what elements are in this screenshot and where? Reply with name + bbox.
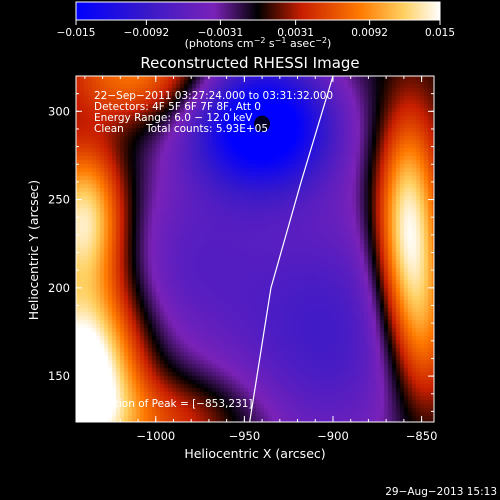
- plot-image-clip: [76, 76, 434, 422]
- colorbar-unit-label: (photons cm−2 s−1 asec−2): [185, 36, 332, 50]
- colorbar-tick-label: 0.0092: [351, 27, 388, 39]
- colorbar-label-part: −2: [254, 36, 266, 45]
- colorbar-ticks: −0.015 −0.0092 −0.0031 0.0031 0.0092 0.015: [57, 20, 455, 39]
- x-axis-label: Heliocentric X (arcsec): [184, 446, 325, 461]
- colorbar: [75, 1, 441, 21]
- colorbar-label-part: −1: [275, 36, 287, 45]
- colorbar-label-part: −2: [315, 36, 327, 45]
- colorbar-label-part: asec: [286, 37, 315, 50]
- x-tick-label: −900: [317, 429, 349, 443]
- footer-timestamp: 29−Aug−2013 15:13: [385, 486, 497, 498]
- plot-frame: [75, 75, 435, 423]
- y-tick-label: 200: [48, 281, 70, 295]
- x-tick-label: −1000: [136, 429, 175, 443]
- colorbar-label-part: (photons cm: [185, 37, 254, 50]
- x-tick-label: −950: [229, 429, 261, 443]
- colorbar-label-part: ): [327, 37, 331, 50]
- annotation-detectors: Detectors: 4F 5F 6F 7F 8F, Att 0: [94, 101, 261, 113]
- y-tick-label: 150: [48, 369, 70, 383]
- axis-ticks: −1000 −950 −900 −850 150 200 250 300: [48, 75, 438, 443]
- annotation-algorithm: Clean: [94, 123, 124, 135]
- y-tick-label: 250: [48, 193, 70, 207]
- colorbar-tick-label: −0.015: [57, 27, 96, 39]
- colorbar-tick-label: −0.0031: [198, 27, 244, 39]
- y-tick-label: 300: [48, 104, 70, 118]
- colorbar-label-part: s: [265, 37, 274, 50]
- colorbar-tick-label: 0.0031: [277, 27, 314, 39]
- heatmap-image: [76, 76, 434, 422]
- x-tick-label: −850: [406, 429, 438, 443]
- solar-limb-curve: [249, 76, 334, 422]
- annotation-peak-position: Position of Peak = [−853,231]: [94, 398, 253, 410]
- colorbar-tick-label: −0.0092: [124, 27, 170, 39]
- y-axis-label: Heliocentric Y (arcsec): [26, 180, 41, 320]
- annotation-energy-range: Energy Range: 6.0 − 12.0 keV: [94, 112, 253, 124]
- peak-marker: [254, 115, 271, 132]
- annotation-total-counts: Total counts: 5.93E+05: [145, 123, 268, 135]
- annotation-time-range: 22−Sep−2011 03:27:24.000 to 03:31:32.000: [94, 90, 333, 102]
- chart-title: Reconstructed RHESSI Image: [140, 54, 359, 72]
- colorbar-tick-label: 0.015: [425, 27, 455, 39]
- heatmap-image-container: [76, 76, 434, 422]
